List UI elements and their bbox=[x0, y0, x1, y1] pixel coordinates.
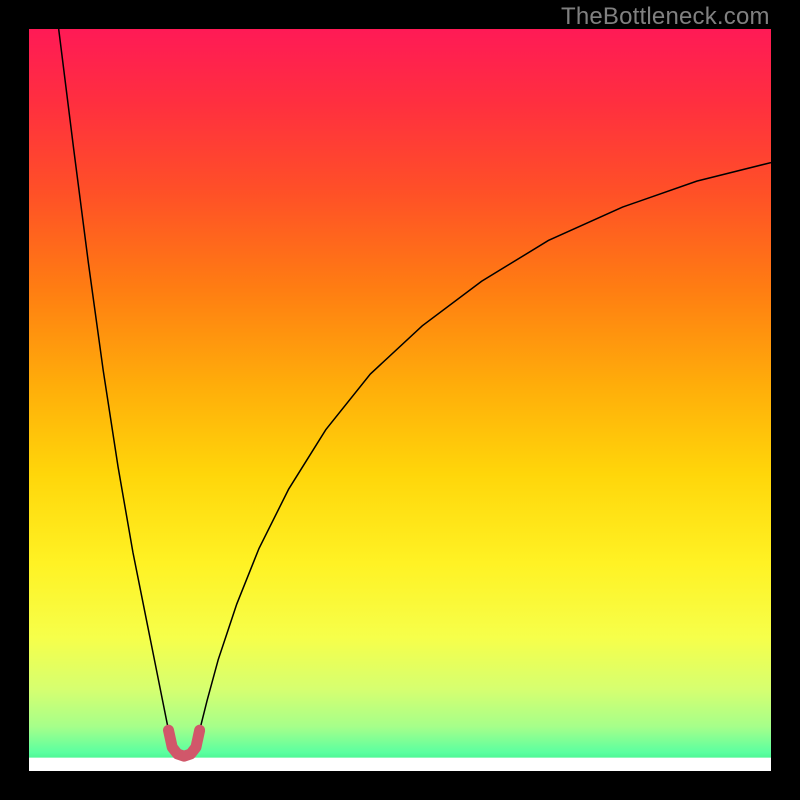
plot-background bbox=[29, 29, 771, 771]
watermark-label: TheBottleneck.com bbox=[561, 3, 770, 31]
plot-svg bbox=[29, 29, 771, 771]
plot-bottom-band bbox=[29, 758, 771, 771]
plot-area bbox=[29, 29, 771, 771]
